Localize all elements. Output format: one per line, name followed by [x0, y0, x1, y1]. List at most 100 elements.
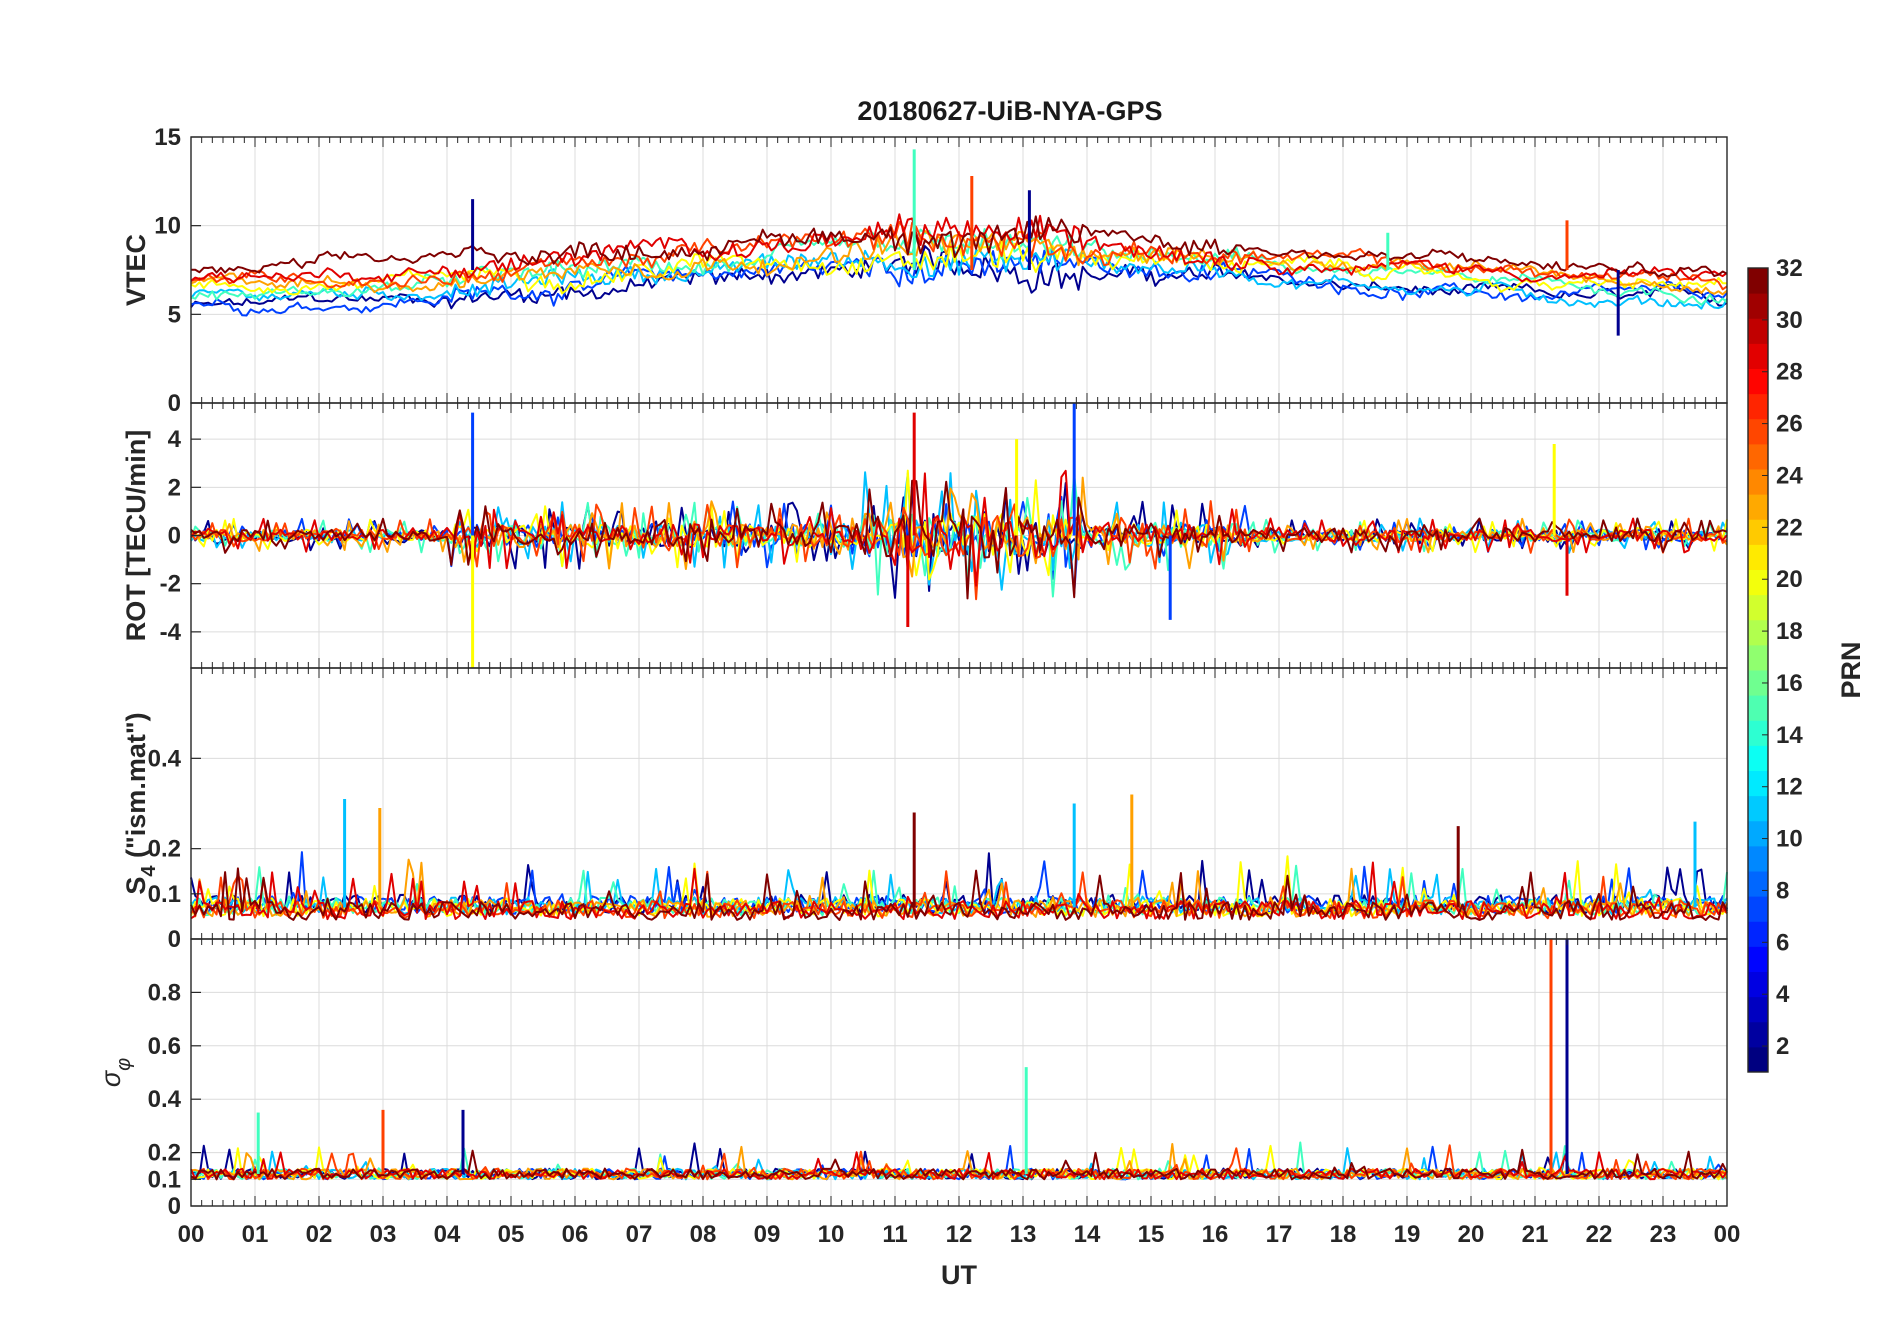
- colorbar-tick-label: 14: [1776, 722, 1803, 749]
- y-tick-label: 0.4: [148, 1086, 182, 1113]
- colorbar-segment: [1748, 418, 1768, 445]
- x-tick-label: 14: [1074, 1221, 1101, 1248]
- y-tick-label: -2: [160, 571, 181, 598]
- colorbar-segment: [1748, 293, 1768, 319]
- colorbar-segment: [1748, 594, 1768, 621]
- colorbar-segment: [1748, 795, 1768, 822]
- y-tick-label: 0: [168, 523, 181, 550]
- series-line: [190, 500, 1728, 601]
- x-tick-label: 02: [306, 1221, 333, 1248]
- colorbar-segment: [1748, 469, 1768, 495]
- colorbar-tick-label: 22: [1776, 514, 1803, 541]
- colorbar-tick-label: 2: [1776, 1033, 1789, 1060]
- y-axis-label: ROT [TECU/min]: [121, 430, 151, 641]
- colorbar-tick-label: 18: [1776, 618, 1803, 645]
- colorbar-frame: [1747, 267, 1769, 1073]
- colorbar-tick-label: 20: [1776, 566, 1803, 593]
- colorbar-segment: [1748, 569, 1768, 596]
- x-tick-label: 15: [1138, 1221, 1165, 1248]
- series-group: [190, 213, 1728, 317]
- y-axis-label-sub: 4: [138, 865, 160, 877]
- series-line: [191, 215, 1728, 278]
- y-tick-label: 10: [154, 213, 181, 240]
- colorbar-segment: [1748, 745, 1768, 771]
- colorbar-segment: [1748, 845, 1768, 872]
- series-group: [190, 469, 1728, 601]
- y-tick-label: 0: [168, 1193, 181, 1220]
- x-tick-label: 04: [434, 1221, 461, 1248]
- colorbar-tick-label: 32: [1776, 255, 1803, 282]
- y-tick-label: 0: [168, 926, 181, 953]
- colorbar-segment: [1748, 393, 1768, 420]
- y-tick-label: 0.6: [148, 1033, 181, 1060]
- colorbar-segment: [1748, 544, 1768, 570]
- x-tick-label: 23: [1650, 1221, 1677, 1248]
- colorbar-segment: [1748, 871, 1768, 897]
- chart-title: 20180627-UiB-NYA-GPS: [857, 96, 1162, 126]
- colorbar-tick-label: 8: [1776, 877, 1789, 904]
- colorbar-tick-label: 6: [1776, 929, 1789, 956]
- x-tick-label: 21: [1522, 1221, 1549, 1248]
- y-tick-label: -4: [160, 619, 182, 646]
- x-tick-label: 00: [178, 1221, 205, 1248]
- x-tick-label: 08: [690, 1221, 717, 1248]
- colorbar-segment: [1748, 1021, 1768, 1048]
- colorbar-segment: [1748, 971, 1768, 998]
- colorbar-tick-label: 28: [1776, 359, 1803, 386]
- series-line: [190, 479, 1728, 600]
- y-tick-label: 0.8: [148, 979, 181, 1006]
- y-tick-label: 0: [168, 390, 181, 417]
- x-tick-label: 11: [882, 1221, 907, 1248]
- series-line: [190, 1148, 1728, 1181]
- x-tick-label: 10: [818, 1221, 845, 1248]
- x-tick-label: 12: [946, 1221, 973, 1248]
- colorbar-segment: [1748, 519, 1768, 545]
- series-line: [190, 248, 1728, 310]
- colorbar-segment: [1748, 996, 1768, 1023]
- colorbar-label: PRN: [1836, 641, 1866, 698]
- x-axis-label: UT: [941, 1260, 977, 1290]
- colorbar-segment: [1748, 443, 1768, 470]
- panel-sigma_phi: 00.10.2 0.4 0.6 0.8 σφ: [96, 938, 1728, 1220]
- y-tick-label: 4: [168, 426, 182, 453]
- colorbar-segment: [1748, 820, 1768, 847]
- colorbar-tick-label: 12: [1776, 774, 1803, 801]
- x-tick-label: 13: [1010, 1221, 1037, 1248]
- series-line: [190, 213, 1728, 284]
- x-tick-label: 19: [1394, 1221, 1421, 1248]
- colorbar-segment: [1748, 619, 1768, 646]
- colorbar-segment: [1748, 343, 1768, 369]
- x-tick-label: 06: [562, 1221, 589, 1248]
- series-line: [190, 221, 1728, 291]
- colorbar-segment: [1748, 946, 1768, 972]
- colorbar-tick-label: 26: [1776, 411, 1803, 438]
- x-tick-label: 18: [1330, 1221, 1357, 1248]
- y-axis-label: σφ: [96, 1058, 135, 1087]
- series-line: [190, 867, 1728, 921]
- colorbar-segment: [1748, 644, 1768, 671]
- colorbar-segment: [1748, 494, 1768, 520]
- colorbar-segment: [1748, 921, 1768, 947]
- series-line: [190, 855, 1728, 918]
- panel-vtec: 0 5 10 15 VTEC: [121, 124, 1728, 417]
- colorbar-segment: [1748, 1046, 1768, 1073]
- colorbar-segment: [1748, 695, 1768, 721]
- y-tick-label: 15: [154, 124, 181, 151]
- y-tick-label: 0.4: [148, 745, 182, 772]
- colorbar-segment: [1748, 770, 1768, 797]
- colorbar-segment: [1748, 368, 1768, 395]
- x-tick-label: 20: [1458, 1221, 1485, 1248]
- y-tick-label: 5: [168, 301, 181, 328]
- colorbar-tick-label: 4: [1776, 981, 1790, 1008]
- panel-s4: 00.10.20.4S4 ("ism.mat"): [121, 667, 1728, 953]
- x-tick-label: 05: [498, 1221, 525, 1248]
- x-tick-label: 01: [242, 1221, 269, 1248]
- colorbar-tick-label: 30: [1776, 307, 1803, 334]
- y-axis-label-main: σ: [96, 1069, 126, 1087]
- y-axis-label: VTEC: [121, 234, 151, 306]
- colorbar-segment: [1748, 670, 1768, 696]
- x-tick-label: 09: [754, 1221, 781, 1248]
- series-line: [190, 241, 1728, 296]
